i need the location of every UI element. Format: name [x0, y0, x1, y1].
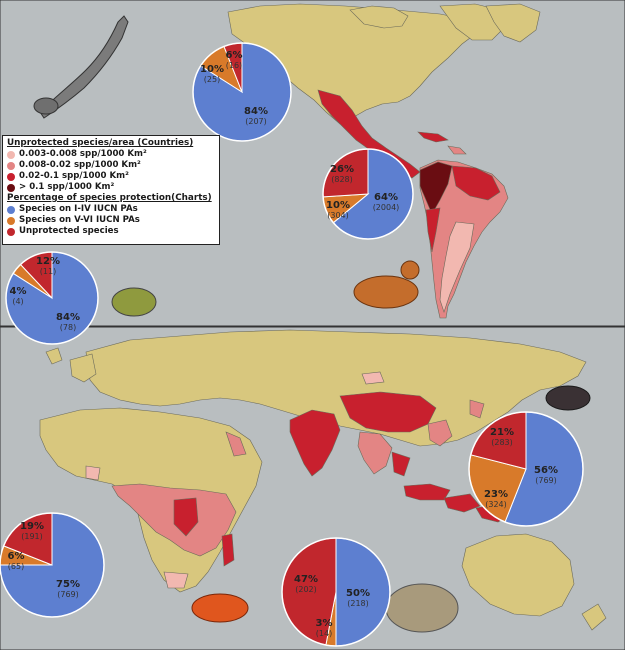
- greenland: [485, 3, 541, 43]
- legend: Unprotected species/area (Countries) 0.0…: [2, 135, 220, 245]
- data-label-count: (2004): [373, 203, 400, 212]
- data-label-count: (78): [60, 323, 76, 332]
- legend-item-country-class-1: 0.003-0.008 spp/1000 Km²: [7, 149, 215, 160]
- data-label-count: (191): [21, 532, 43, 541]
- data-label-count: (283): [491, 438, 513, 447]
- green-frog-illustration: [111, 287, 157, 317]
- data-label-percent: 64%: [374, 192, 398, 203]
- legend-swatch: [7, 227, 15, 236]
- africa: [39, 407, 263, 593]
- data-label-percent: 3%: [316, 618, 333, 629]
- data-label-percent: 50%: [346, 588, 370, 599]
- toad-illustration: [385, 583, 459, 633]
- australia: [461, 533, 607, 631]
- south-america: [419, 159, 509, 319]
- tree-frog-illustration: [353, 260, 420, 309]
- data-label-count: (25): [204, 75, 220, 84]
- data-label-count: (16): [226, 61, 242, 70]
- legend-charts-title: Percentage of species protection(Charts): [7, 193, 212, 203]
- data-label-percent: 4%: [10, 286, 27, 297]
- data-label-percent: 47%: [294, 574, 318, 585]
- data-label-percent: 19%: [20, 521, 44, 532]
- orange-frog-illustration: [191, 593, 249, 623]
- data-label-count: (828): [331, 175, 353, 184]
- legend-item-country-class-3: 0.02-0.1 spp/1000 Km²: [7, 171, 215, 182]
- pie-charts: 84%(207)10%(25)6%(16)64%(2004)10%(304)26…: [0, 42, 584, 647]
- pie-outline: [0, 512, 105, 618]
- data-label-percent: 26%: [330, 164, 354, 175]
- pie-outline: [192, 42, 292, 142]
- data-label-count: (207): [245, 117, 267, 126]
- pie-chart-asia: 56%(769) 23%(324) 21%(283): [468, 411, 584, 527]
- data-label-percent: 10%: [200, 64, 224, 75]
- legend-swatch: [7, 150, 15, 159]
- legend-countries-title: Unprotected species/area (Countries): [7, 138, 194, 148]
- legend-swatch: [7, 161, 15, 170]
- mexico-central-america: [317, 89, 467, 179]
- pie-chart-north-america: 84%(207) 10%(25) 6%(16): [192, 42, 292, 142]
- legend-item-i-iv: Species on I-IV IUCN PAs: [7, 204, 215, 215]
- pie-chart-oceania: 50%(218) 3%(14) 47%(202): [281, 537, 391, 647]
- data-label-percent: 21%: [490, 427, 514, 438]
- eurasia: [45, 329, 587, 447]
- legend-swatch: [7, 205, 15, 214]
- data-label-percent: 12%: [36, 256, 60, 267]
- pie-outline: [5, 251, 99, 345]
- legend-swatch: [7, 172, 15, 181]
- legend-item-country-class-2: 0.008-0.02 spp/1000 Km²: [7, 160, 215, 171]
- data-label-count: (769): [535, 476, 557, 485]
- legend-item-v-vi: Species on V-VI IUCN PAs: [7, 215, 215, 226]
- legend-item-unprotected: Unprotected species: [7, 226, 215, 237]
- asia-colored: [289, 371, 513, 523]
- black-toad-illustration: [545, 385, 591, 411]
- salamander-illustration: [33, 15, 129, 119]
- data-label-percent: 75%: [56, 579, 80, 590]
- pie-chart-europe: 84%(78) 4%(4) 12%(11): [5, 251, 99, 345]
- legend-swatch: [7, 216, 15, 225]
- data-label-count: (324): [485, 500, 507, 509]
- data-label-count: (4): [12, 297, 23, 306]
- data-label-count: (769): [57, 590, 79, 599]
- data-label-percent: 84%: [244, 106, 268, 117]
- pie-outline: [468, 411, 584, 527]
- pie-chart-south-america: 64%(2004) 10%(304) 26%(828): [322, 148, 414, 240]
- pie-outline: [281, 537, 391, 647]
- data-label-count: (11): [40, 267, 56, 276]
- data-label-percent: 23%: [484, 489, 508, 500]
- data-label-count: (304): [327, 211, 349, 220]
- data-label-percent: 6%: [8, 551, 25, 562]
- data-label-count: (218): [347, 599, 369, 608]
- data-label-percent: 84%: [56, 312, 80, 323]
- data-label-count: (14): [316, 629, 332, 638]
- legend-item-country-class-4: > 0.1 spp/1000 Km²: [7, 182, 215, 193]
- data-label-percent: 6%: [226, 50, 243, 61]
- data-label-percent: 10%: [326, 200, 350, 211]
- pie-outline: [322, 148, 414, 240]
- data-label-count: (202): [295, 585, 317, 594]
- data-label-percent: 56%: [534, 465, 558, 476]
- legend-swatch: [7, 183, 15, 192]
- pie-chart-africa: 75%(769) 6%(65) 19%(191): [0, 512, 105, 618]
- data-label-count: (65): [8, 562, 24, 571]
